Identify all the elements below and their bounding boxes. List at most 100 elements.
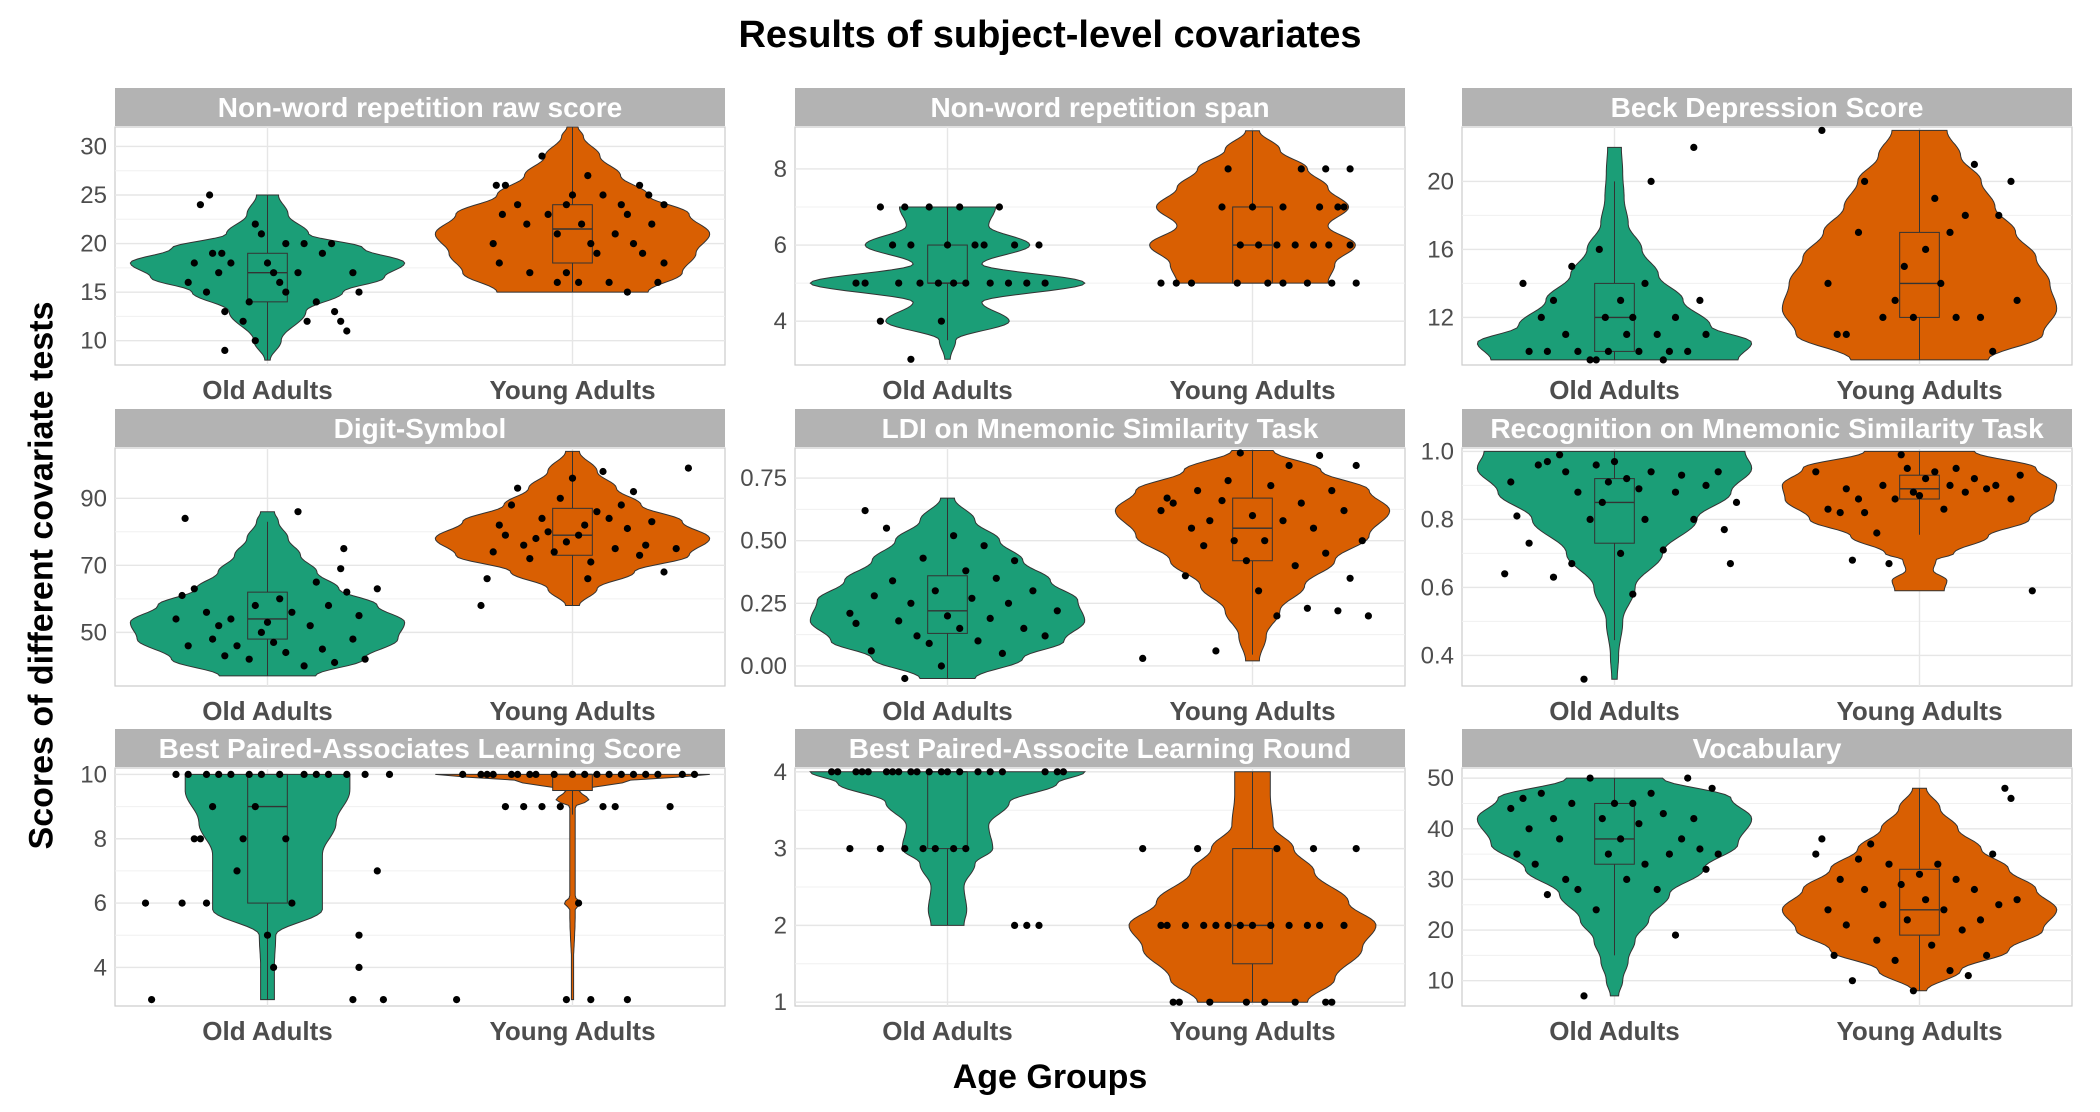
- data-point: [962, 567, 970, 575]
- data-point: [1995, 211, 2003, 219]
- data-point: [544, 210, 552, 218]
- data-point: [1970, 475, 1978, 483]
- data-point: [986, 768, 994, 776]
- data-point: [876, 203, 885, 211]
- data-point: [1346, 574, 1354, 582]
- data-point: [538, 803, 546, 811]
- data-point: [1635, 485, 1643, 493]
- data-point: [1690, 815, 1698, 823]
- facet-strip: [795, 88, 1405, 126]
- data-point: [1175, 998, 1183, 1006]
- data-point: [562, 201, 571, 209]
- data-point: [1928, 941, 1936, 949]
- data-point: [907, 768, 915, 776]
- y-tick-label: 20: [1427, 168, 1454, 195]
- data-point: [1976, 313, 1985, 321]
- data-point: [276, 770, 284, 779]
- data-point: [593, 770, 601, 779]
- data-point: [639, 249, 647, 257]
- data-point: [1568, 262, 1576, 270]
- data-point: [328, 240, 336, 248]
- data-point: [968, 594, 976, 602]
- data-point: [1635, 347, 1643, 355]
- y-tick-label: 8: [94, 826, 107, 853]
- data-point: [1139, 654, 1147, 663]
- data-point: [1172, 279, 1180, 287]
- data-point: [1224, 921, 1232, 930]
- data-point: [1958, 926, 1966, 934]
- data-point: [251, 803, 259, 811]
- data-point: [1623, 475, 1631, 483]
- figure-title: Results of subject-level covariates: [738, 14, 1362, 56]
- data-point: [196, 201, 204, 209]
- data-point: [1610, 799, 1619, 808]
- data-point: [1053, 768, 1061, 776]
- facet-strip: [115, 729, 725, 767]
- data-point: [943, 241, 952, 249]
- data-point: [1157, 507, 1165, 515]
- data-point: [1236, 449, 1244, 457]
- data-point: [257, 230, 265, 238]
- facet-title: Best Paired-Associates Learning Score: [159, 733, 682, 764]
- data-point: [1169, 998, 1177, 1006]
- y-tick-label: 50: [1427, 765, 1454, 792]
- y-tick-label: 30: [80, 133, 107, 160]
- data-point: [645, 191, 653, 199]
- data-point: [1562, 875, 1570, 884]
- data-point: [306, 622, 314, 630]
- data-point: [986, 279, 994, 287]
- data-point: [1233, 279, 1241, 287]
- x-category-label: Young Adults: [1169, 375, 1335, 405]
- data-point: [1346, 165, 1354, 173]
- data-point: [852, 768, 860, 776]
- data-point: [611, 230, 619, 238]
- series-young-adults: [1128, 771, 1377, 1006]
- data-point: [1549, 573, 1558, 581]
- data-point: [245, 298, 253, 306]
- data-point: [489, 240, 497, 248]
- data-point: [215, 770, 223, 779]
- data-point: [1059, 768, 1067, 776]
- data-point: [514, 201, 522, 209]
- data-point: [221, 652, 229, 660]
- data-point: [654, 278, 662, 286]
- data-point: [1854, 855, 1863, 863]
- data-point: [1653, 330, 1661, 338]
- y-tick-label: 1: [774, 989, 787, 1016]
- data-point: [895, 617, 903, 625]
- data-point: [1836, 508, 1844, 517]
- data-point: [1297, 165, 1305, 173]
- series-young-adults: [434, 450, 711, 610]
- data-point: [943, 612, 952, 620]
- y-tick-label: 6: [94, 890, 107, 917]
- series-young-adults: [435, 770, 710, 1004]
- data-point: [1879, 901, 1887, 909]
- data-point: [1861, 885, 1869, 894]
- facet-strip: [795, 409, 1405, 447]
- data-point: [1702, 481, 1710, 489]
- y-tick-label: 25: [80, 182, 107, 209]
- data-point: [215, 269, 223, 277]
- data-point: [1236, 921, 1244, 930]
- data-point: [666, 803, 674, 811]
- data-point: [599, 191, 607, 199]
- data-point: [1285, 461, 1293, 470]
- data-point: [300, 770, 308, 779]
- data-point: [1909, 488, 1917, 496]
- data-point: [1328, 998, 1336, 1006]
- data-point: [294, 269, 302, 277]
- data-point: [690, 770, 699, 779]
- data-point: [578, 220, 586, 228]
- data-point: [1641, 860, 1649, 868]
- data-point: [876, 845, 885, 853]
- data-point: [1931, 194, 1939, 202]
- data-point: [282, 648, 290, 657]
- data-point: [300, 662, 308, 670]
- data-point: [636, 551, 644, 559]
- facet-title: LDI on Mnemonic Similarity Task: [882, 413, 1319, 444]
- data-point: [1873, 529, 1881, 537]
- data-point: [1534, 461, 1542, 469]
- data-point: [1242, 557, 1250, 565]
- data-point: [1842, 921, 1850, 929]
- data-point: [1879, 481, 1887, 489]
